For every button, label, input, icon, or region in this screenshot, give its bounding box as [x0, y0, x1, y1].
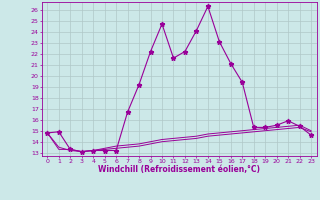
X-axis label: Windchill (Refroidissement éolien,°C): Windchill (Refroidissement éolien,°C)	[98, 165, 260, 174]
